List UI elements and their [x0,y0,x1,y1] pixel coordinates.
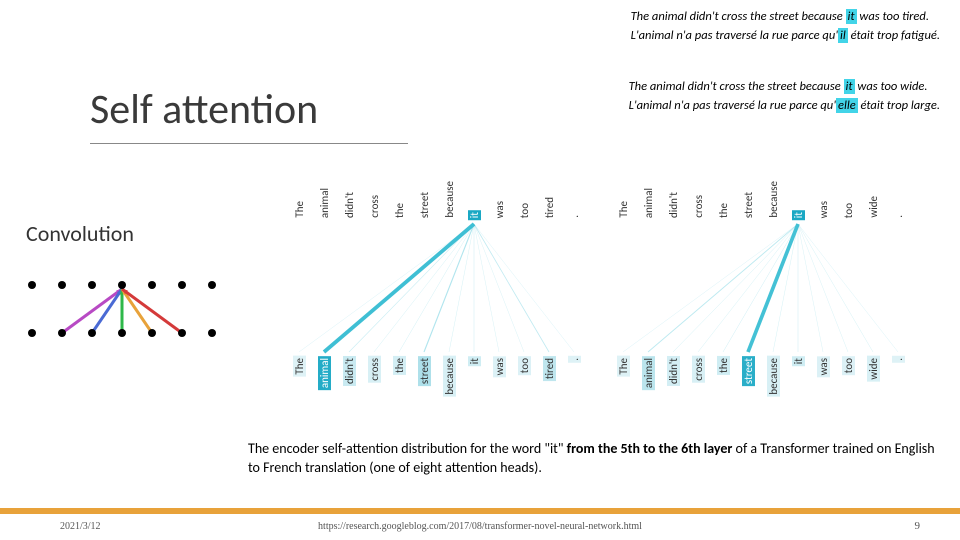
attn-top-word: because [438,148,460,220]
attn-top-word: didn't [338,148,360,220]
attn-top-word: . [887,148,909,220]
attn-bottom-word: . [887,356,909,428]
convolution-label: Convolution [26,220,245,247]
attn-top-word: The [288,148,310,220]
attn-top-word: it [787,148,809,220]
attn-top-word: the [388,148,410,220]
attn-bottom-word: street [413,356,435,428]
attn-top-word: animal [313,148,335,220]
attn-bottom-word: street [737,356,759,428]
attn-top-word: wide [862,148,884,220]
text-post: était trop large. [858,98,940,113]
text-pre: L'animal n'a pas traversé la rue parce q… [631,28,838,43]
attn-bottom-word: cross [363,356,385,428]
attn-bottom-word: because [762,356,784,428]
attn-bottom-word: because [438,356,460,428]
caption-bold: from the 5th to the 6th layer [567,440,733,457]
attn-top-word: too [837,148,859,220]
attn-bottom-word: didn't [338,356,360,428]
attn-bottom-word: the [712,356,734,428]
attn-top-word: cross [687,148,709,220]
footer-page: 9 [915,520,921,532]
attn-top-word: animal [637,148,659,220]
attention-panel-wide: TheTheanimalanimaldidn'tdidn'tcrosscross… [612,148,912,428]
attn-bottom-word: wide [862,356,884,428]
attn-bottom-word: too [513,356,535,428]
convolution-diagram: Convolution [20,220,245,360]
attn-bottom-word: was [488,356,510,428]
sentence-french: L'animal n'a pas traversé la rue parce q… [631,27,940,46]
attn-bottom-word: tired [538,356,560,428]
attn-bottom-word: didn't [662,356,684,428]
attn-bottom-word: The [288,356,310,428]
attn-bottom-word: was [812,356,834,428]
attn-top-word: too [513,148,535,220]
attn-bottom-word: it [463,356,485,428]
sentence-english: The animal didn't cross the street becau… [629,78,940,97]
attn-bottom-word: too [837,356,859,428]
convolution-svg [20,275,245,355]
attn-bottom-word: animal [637,356,659,428]
attn-top-word: was [488,148,510,220]
attention-panels: TheTheanimalanimaldidn'tdidn'tcrosscross… [288,148,912,428]
attn-bottom-word: the [388,356,410,428]
attn-top-word: cross [363,148,385,220]
text-post: was too wide. [855,79,928,94]
text-post: était trop fatigué. [848,28,940,43]
attn-bottom-word: cross [687,356,709,428]
text-pre: The animal didn't cross the street becau… [629,79,844,94]
highlight-it: it [844,79,855,94]
attn-top-word: street [413,148,435,220]
attn-top-word: tired [538,148,560,220]
highlight-elle: elle [836,98,858,113]
attn-top-word: was [812,148,834,220]
attn-top-word: street [737,148,759,220]
highlight-it: it [846,9,857,24]
attn-top-word: the [712,148,734,220]
highlight-il: il [838,28,848,43]
attn-bottom-word: it [787,356,809,428]
attn-top-word: . [563,148,585,220]
footer-link: https://research.googleblog.com/2017/08/… [0,521,960,532]
attn-bottom-word: . [563,356,585,428]
slide-title: Self attention [90,84,408,144]
example-sentences-tired: The animal didn't cross the street becau… [631,8,940,46]
attn-bottom-word: The [612,356,634,428]
text-pre: The animal didn't cross the street becau… [631,9,846,24]
caption: The encoder self-attention distribution … [248,440,938,478]
text-pre: L'animal n'a pas traversé la rue parce q… [629,98,836,113]
attn-top-word: didn't [662,148,684,220]
attn-bottom-word: animal [313,356,335,428]
attn-top-word: because [762,148,784,220]
footer: 2021/3/12 https://research.googleblog.co… [0,508,960,540]
attn-top-word: it [463,148,485,220]
attention-panel-tired: TheTheanimalanimaldidn'tdidn'tcrosscross… [288,148,588,428]
attn-top-word: The [612,148,634,220]
text-post: was too tired. [857,9,929,24]
caption-pre: The encoder self-attention distribution … [248,440,567,457]
sentence-french: L'animal n'a pas traversé la rue parce q… [629,97,940,116]
sentence-english: The animal didn't cross the street becau… [631,8,940,27]
example-sentences-wide: The animal didn't cross the street becau… [629,78,940,116]
